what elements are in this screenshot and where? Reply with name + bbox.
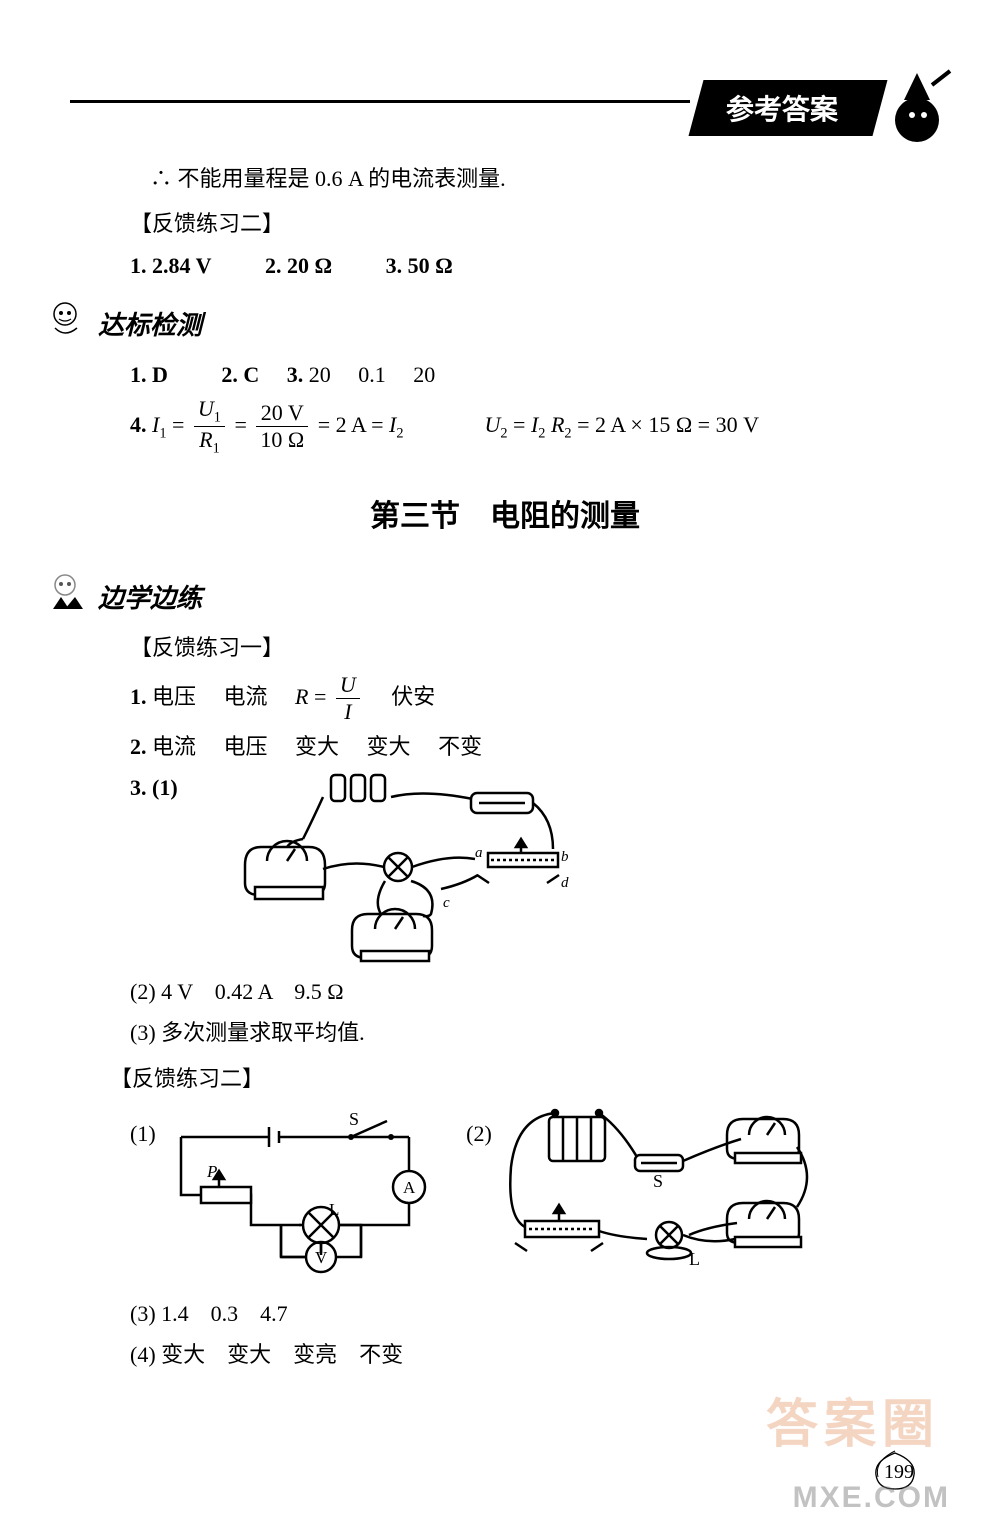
svg-text:P: P <box>206 1162 217 1181</box>
mascot-small-icon <box>45 296 90 341</box>
header-badge: 参考答案 <box>688 80 887 136</box>
dabiao-heading: 达标检测 <box>80 304 900 348</box>
bianxue-text: 边学边练 <box>98 584 202 613</box>
circuit-figures-row: (1) <box>130 1107 900 1277</box>
fb1-q3-1: 3. (1) <box>130 769 900 969</box>
svg-text:S: S <box>349 1109 359 1129</box>
dabiao-line1: 1. D 2. C 3. 20 0.1 20 <box>130 356 900 393</box>
svg-text:c: c <box>443 895 450 911</box>
watermark-brand: 答案圈 <box>766 1382 940 1457</box>
feedback-2-title: 【反馈练习二】 <box>130 205 900 242</box>
fb2b-q3: (3) 1.4 0.3 4.7 <box>130 1295 900 1332</box>
svg-text:b: b <box>561 849 569 865</box>
svg-text:a: a <box>475 845 483 861</box>
frac-u1-r1: U1 R1 <box>194 398 225 456</box>
fb1-q1: 1. 电压 电流 R = U I 伏安 <box>130 671 900 724</box>
circuit-1-wrapper: (1) <box>130 1107 441 1277</box>
bianxue-heading: 边学边练 <box>80 577 900 621</box>
fb1-q3-2: (2) 4 V 0.42 A 9.5 Ω <box>130 973 900 1010</box>
fb1-q3-3: (3) 多次测量求取平均值. <box>130 1014 900 1051</box>
header-rule <box>70 100 690 103</box>
mascot-small-icon-2 <box>45 569 90 614</box>
page-header: 参考答案 <box>0 40 1000 160</box>
header-badge-text: 参考答案 <box>726 88 838 128</box>
svg-text:L: L <box>689 1249 700 1269</box>
dabiao-q4: 4. I1 = U1 R1 = 20 V 10 Ω = 2 A = I2 U2 … <box>130 398 900 456</box>
circuit-figure-1: a b c d <box>223 769 573 969</box>
svg-text:A: A <box>403 1178 416 1197</box>
watermark-url: MXE.COM <box>793 1481 950 1515</box>
page-content: ∴ 不能用量程是 0.6 A 的电流表测量. 【反馈练习二】 1. 2.84 V… <box>0 160 1000 1374</box>
circuit-schematic-1: S A V P L <box>161 1107 441 1277</box>
mascot-icon <box>882 65 952 145</box>
circuit-2-wrapper: (2) <box>466 1107 827 1277</box>
svg-text:L: L <box>329 1200 339 1219</box>
feedback-1-title: 【反馈练习一】 <box>130 629 900 666</box>
svg-text:d: d <box>561 875 569 891</box>
frac-u-i: U I <box>336 674 360 723</box>
dabiao-text: 达标检测 <box>98 311 202 340</box>
feedback-2-answers: 1. 2.84 V 2. 20 Ω 3. 50 Ω <box>130 247 900 284</box>
frac-20v-10ohm: 20 V 10 Ω <box>256 402 308 451</box>
circuit-2-label: (2) <box>466 1115 492 1152</box>
svg-text:S: S <box>653 1171 663 1191</box>
circuit-svg-1: a b c d <box>223 769 573 969</box>
circuit-1-label: (1) <box>130 1115 156 1152</box>
feedback-2b-title: 【反馈练习二】 <box>110 1060 900 1097</box>
fb1-q2: 2. 电流 电压 变大 变大 不变 <box>130 728 900 765</box>
fb2b-q4: (4) 变大 变大 变亮 不变 <box>130 1336 900 1373</box>
section-3-title: 第三节 电阻的测量 <box>110 491 900 542</box>
svg-text:V: V <box>315 1248 328 1267</box>
circuit-pictorial-2: S L <box>497 1107 827 1277</box>
conclusion-line: ∴ 不能用量程是 0.6 A 的电流表测量. <box>150 160 900 197</box>
